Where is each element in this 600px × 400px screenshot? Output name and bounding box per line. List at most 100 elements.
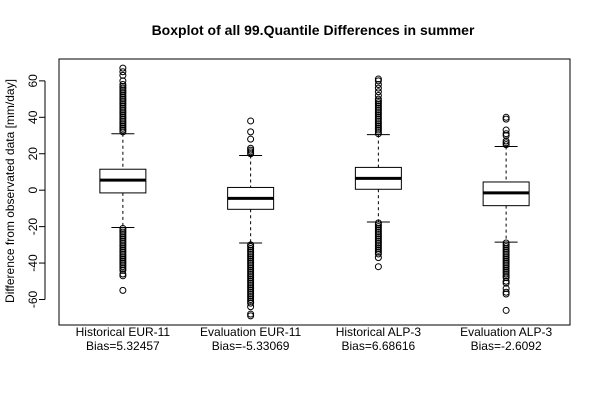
- outlier-point: [374, 119, 382, 127]
- outlier-point: [119, 110, 127, 118]
- outlier-point: [119, 111, 127, 119]
- outlier-point: [374, 88, 382, 96]
- bias-label: Bias=5.32457: [86, 339, 160, 353]
- outlier-point: [374, 237, 382, 245]
- outlier-point: [119, 91, 127, 99]
- outlier-point: [374, 75, 382, 83]
- outlier-point: [374, 226, 382, 234]
- outlier-point: [502, 274, 510, 282]
- outlier-point: [247, 295, 255, 303]
- outlier-point: [374, 254, 382, 262]
- outlier-point: [374, 106, 382, 114]
- outlier-point: [247, 243, 255, 251]
- outlier-point: [374, 77, 382, 85]
- outlier-point: [119, 232, 127, 240]
- outlier-point: [374, 122, 382, 130]
- outlier-point: [119, 244, 127, 252]
- outlier-point: [119, 88, 127, 96]
- outlier-point: [502, 257, 510, 265]
- outlier-point: [119, 255, 127, 263]
- outlier-point: [247, 268, 255, 276]
- outlier-point: [247, 128, 255, 136]
- outlier-point: [374, 130, 382, 138]
- outlier-point: [247, 244, 255, 252]
- outlier-point: [502, 306, 510, 314]
- y-axis: -60 -40 -20 0 20 40 60: [26, 74, 46, 308]
- outlier-point: [247, 297, 255, 305]
- outlier-point: [247, 274, 255, 282]
- outlier-point: [502, 272, 510, 280]
- outlier-point: [247, 148, 255, 156]
- outlier-point: [374, 99, 382, 107]
- outlier-point: [374, 232, 382, 240]
- y-axis-label: Difference from observated data [mm/day]: [3, 79, 17, 303]
- outlier-point: [374, 248, 382, 256]
- outlier-point: [247, 290, 255, 298]
- outlier-point: [119, 121, 127, 129]
- x-tick-label: Historical ALP-3: [336, 325, 422, 339]
- outlier-point: [247, 150, 255, 158]
- outlier-point: [502, 115, 510, 123]
- outlier-point: [374, 124, 382, 132]
- outlier-point: [374, 113, 382, 121]
- outlier-point: [374, 219, 382, 227]
- outlier-point: [502, 243, 510, 251]
- outlier-point: [119, 230, 127, 238]
- outlier-point: [119, 71, 127, 79]
- outlier-point: [374, 126, 382, 134]
- chart-title: Boxplot of all 99.Quantile Differences i…: [152, 22, 475, 38]
- outlier-point: [502, 290, 510, 298]
- outlier-point: [374, 110, 382, 118]
- outlier-point: [119, 95, 127, 103]
- outlier-point: [502, 137, 510, 145]
- outlier-point: [374, 95, 382, 103]
- outlier-point: [119, 64, 127, 72]
- outlier-point: [247, 246, 255, 254]
- box-group-1: [99, 64, 147, 294]
- y-tick-label: 40: [26, 110, 40, 124]
- plot-frame: [58, 58, 571, 326]
- outlier-point: [374, 263, 382, 271]
- outlier-point: [247, 252, 255, 260]
- outlier-point: [247, 312, 255, 320]
- outlier-point: [502, 250, 510, 258]
- y-tick-label: 60: [26, 74, 40, 88]
- bias-label: Bias=6.68616: [342, 339, 416, 353]
- outlier-point: [247, 272, 255, 280]
- outlier-point: [247, 277, 255, 285]
- outlier-point: [119, 246, 127, 254]
- outlier-point: [119, 113, 127, 121]
- outlier-point: [502, 288, 510, 296]
- outlier-point: [502, 244, 510, 252]
- outlier-point: [502, 263, 510, 271]
- outlier-point: [374, 250, 382, 258]
- y-tick-label: -40: [26, 254, 40, 272]
- outlier-point: [374, 102, 382, 110]
- outlier-point: [119, 239, 127, 247]
- outlier-point: [374, 243, 382, 251]
- y-tick-label: 0: [26, 187, 40, 194]
- outlier-point: [247, 310, 255, 318]
- outlier-point: [119, 252, 127, 260]
- outlier-point: [247, 288, 255, 296]
- outlier-point: [119, 102, 127, 110]
- outlier-point: [119, 226, 127, 234]
- outlier-point: [247, 294, 255, 302]
- outlier-point: [247, 285, 255, 293]
- outlier-point: [502, 248, 510, 256]
- bias-label: Bias=-5.33069: [212, 339, 290, 353]
- outlier-point: [374, 230, 382, 238]
- outlier-point: [502, 132, 510, 140]
- outlier-point: [119, 228, 127, 236]
- outlier-point: [119, 82, 127, 90]
- outlier-point: [374, 241, 382, 249]
- outlier-point: [374, 91, 382, 99]
- outlier-point: [119, 261, 127, 269]
- outlier-point: [247, 286, 255, 294]
- outlier-point: [119, 257, 127, 265]
- outlier-point: [119, 84, 127, 92]
- outlier-point: [119, 248, 127, 256]
- outlier-point: [374, 223, 382, 231]
- outlier-point: [247, 250, 255, 258]
